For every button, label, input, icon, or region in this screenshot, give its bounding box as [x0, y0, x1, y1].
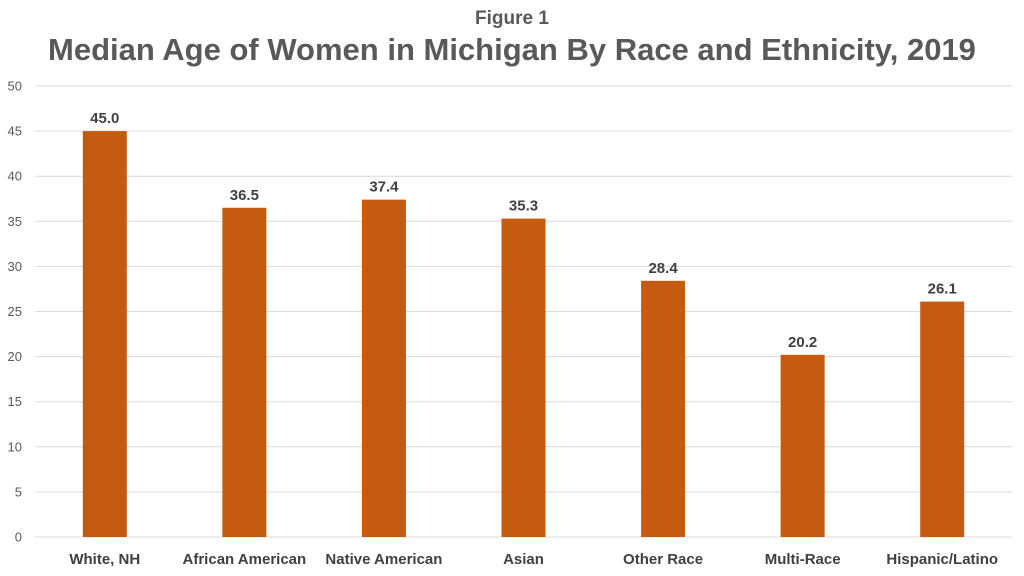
bars: [82, 131, 965, 538]
data-label: 45.0: [90, 110, 119, 127]
y-tick-label: 20: [8, 349, 22, 364]
x-category-label: Other Race: [623, 551, 703, 568]
x-category-label: Hispanic/Latino: [886, 551, 998, 568]
bar: [920, 301, 965, 537]
y-tick-label: 35: [8, 214, 22, 229]
data-label: 20.2: [788, 334, 817, 351]
x-category-label: White, NH: [69, 551, 140, 568]
y-tick-label: 5: [15, 484, 22, 499]
data-label: 36.5: [230, 187, 259, 204]
bar: [501, 218, 546, 537]
figure-label: Figure 1: [475, 8, 549, 29]
y-tick-label: 30: [8, 259, 22, 274]
x-axis-labels: White, NH African American Native American…: [69, 551, 998, 568]
bar: [222, 207, 267, 537]
data-label: 35.3: [509, 198, 538, 215]
y-tick-label: 40: [8, 169, 22, 184]
y-tick-label: 0: [15, 530, 22, 545]
bar: [780, 354, 825, 537]
x-category-label: Asian: [503, 551, 544, 568]
x-category-label: Native American: [325, 551, 442, 568]
y-tick-label: 45: [8, 124, 22, 139]
chart-title: Median Age of Women in Michigan By Race …: [48, 32, 976, 67]
bar: [82, 131, 127, 537]
bar: [361, 199, 406, 538]
y-tick-label: 15: [8, 394, 22, 409]
bar: [641, 280, 686, 537]
y-axis-ticks: 0 5 10 15 20 25 30 35 40 45 50: [8, 79, 22, 545]
x-category-label: Multi-Race: [765, 551, 841, 568]
y-tick-label: 50: [8, 79, 22, 94]
data-labels: 45.0 36.5 37.4 35.3 28.4 20.2 26.1: [90, 110, 957, 351]
x-category-label: African American: [183, 551, 307, 568]
y-tick-label: 10: [8, 439, 22, 454]
data-label: 26.1: [928, 281, 957, 298]
y-tick-label: 25: [8, 304, 22, 319]
data-label: 37.4: [369, 179, 399, 196]
data-label: 28.4: [648, 260, 678, 277]
